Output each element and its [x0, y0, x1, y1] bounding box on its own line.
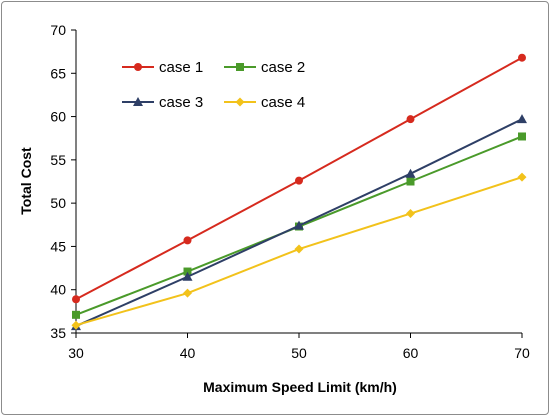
legend-label: case 1: [159, 59, 203, 76]
y-tick-label: 35: [50, 325, 66, 341]
data-point: [183, 267, 192, 276]
x-tick-label: 50: [291, 345, 307, 361]
series-layer: [71, 53, 527, 331]
legend-label: case 4: [261, 94, 305, 111]
legend-swatch-marker: [236, 63, 244, 71]
y-axis-title: Total Cost: [18, 147, 34, 215]
data-point: [183, 236, 192, 245]
legend-item: case 3: [122, 94, 203, 111]
x-tick-label: 40: [180, 345, 196, 361]
data-point: [294, 220, 304, 230]
legend-label: case 3: [159, 94, 203, 111]
series-case-1: [72, 53, 526, 304]
x-tick-label: 70: [514, 345, 530, 361]
y-tick-label: 70: [50, 22, 66, 38]
data-point: [518, 53, 526, 62]
y-axis-ticks: 35 40 45 50 55 60 65 70: [50, 22, 76, 341]
legend-item: case 2: [224, 59, 305, 76]
legend-swatch-marker: [133, 97, 143, 106]
y-tick-label: 65: [50, 65, 66, 81]
legend-swatch-marker: [235, 97, 245, 107]
data-point: [294, 244, 304, 254]
y-tick-label: 55: [50, 152, 66, 168]
data-point: [517, 172, 527, 182]
data-point: [406, 177, 415, 186]
data-point: [517, 114, 527, 124]
legend-item: case 1: [122, 59, 203, 76]
y-tick-label: 45: [50, 238, 66, 254]
series-case-4: [71, 172, 527, 330]
x-tick-label: 60: [403, 345, 419, 361]
data-point: [72, 295, 80, 304]
legend-label: case 2: [261, 59, 305, 76]
x-tick-label: 30: [68, 345, 84, 361]
data-point: [72, 310, 80, 319]
x-axis-ticks: 30 40 50 60 70: [68, 333, 530, 361]
x-axis-title: Maximum Speed Limit (km/h): [203, 379, 397, 395]
data-point: [406, 115, 415, 124]
legend: case 1 case 2 case 3 case 4: [122, 59, 305, 111]
y-tick-label: 50: [50, 195, 66, 211]
series-case-3: [71, 114, 527, 331]
y-tick-label: 60: [50, 109, 66, 125]
data-point: [71, 320, 81, 330]
legend-swatch-marker: [134, 63, 142, 71]
data-point: [183, 288, 192, 298]
data-point: [295, 176, 303, 185]
data-point: [518, 132, 526, 141]
data-point: [182, 271, 193, 281]
data-point: [405, 168, 416, 178]
data-point: [406, 209, 415, 219]
y-tick-label: 40: [50, 282, 66, 298]
legend-item: case 4: [224, 94, 305, 111]
